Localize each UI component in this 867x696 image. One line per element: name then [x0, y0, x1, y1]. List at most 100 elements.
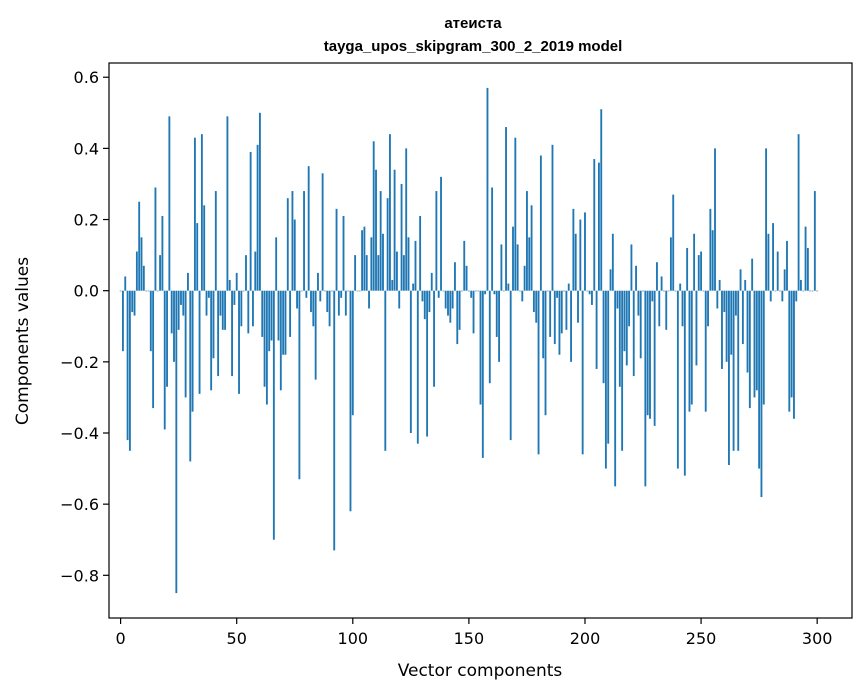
bar: [512, 226, 514, 291]
bar: [741, 290, 744, 345]
bar: [356, 290, 359, 292]
bar: [672, 194, 675, 291]
bar: [767, 233, 770, 291]
bar: [324, 290, 326, 292]
bar: [732, 290, 735, 451]
x-tick-label: 200: [570, 629, 601, 648]
bar: [725, 290, 728, 362]
bar: [245, 255, 247, 291]
bar: [300, 290, 303, 292]
bar: [567, 283, 570, 291]
bar: [781, 290, 784, 302]
bar: [714, 148, 716, 291]
bar: [226, 116, 229, 291]
bar: [393, 169, 396, 291]
bar: [398, 290, 401, 309]
bar: [665, 290, 668, 330]
bar: [491, 187, 494, 291]
bar: [737, 290, 740, 451]
bar: [679, 283, 682, 291]
bar: [793, 290, 795, 419]
bar: [495, 290, 498, 337]
bar: [581, 290, 584, 455]
bar: [152, 290, 155, 409]
bar: [335, 208, 338, 291]
chart-subtitle: tayga_upos_skipgram_300_2_2019 model: [324, 38, 623, 55]
bar: [419, 215, 422, 291]
bar: [256, 144, 259, 291]
bar: [609, 269, 612, 291]
bar: [730, 290, 733, 355]
bar: [451, 290, 454, 309]
bar: [198, 290, 201, 394]
bar: [456, 290, 459, 345]
bar: [744, 280, 747, 291]
y-tick-label: −0.4: [60, 424, 99, 443]
bar: [739, 269, 742, 291]
bar: [649, 290, 651, 419]
bar: [597, 162, 600, 291]
bar-series: [119, 87, 819, 594]
bar: [604, 290, 607, 469]
bar: [630, 244, 633, 291]
bar: [395, 251, 398, 291]
bar: [521, 290, 524, 302]
bar: [577, 290, 579, 323]
bar: [809, 290, 812, 292]
bar: [693, 233, 696, 291]
bar: [602, 290, 605, 384]
bar: [421, 290, 424, 302]
bar: [289, 290, 292, 337]
bar: [683, 290, 686, 476]
y-tick-label: −0.2: [60, 353, 99, 372]
bar: [653, 290, 656, 426]
bar: [270, 290, 273, 341]
bar: [440, 176, 442, 291]
bar: [470, 290, 473, 298]
bar: [298, 290, 301, 480]
bar: [333, 290, 336, 551]
bar: [783, 269, 786, 291]
bar: [542, 290, 545, 359]
bar: [484, 290, 487, 295]
y-tick-label: −0.8: [60, 566, 99, 585]
bar: [709, 208, 712, 291]
bar: [586, 290, 589, 292]
bar: [163, 290, 166, 430]
bar: [286, 198, 289, 291]
bar: [628, 290, 631, 327]
bar: [128, 290, 131, 451]
bar: [330, 290, 333, 292]
bar: [651, 290, 654, 302]
bar: [405, 148, 408, 291]
bar: [537, 290, 540, 455]
bar: [205, 290, 208, 316]
bar: [505, 127, 507, 291]
bar: [676, 290, 679, 469]
bar: [686, 248, 689, 291]
bar: [135, 251, 138, 291]
bar: [175, 290, 178, 594]
bar: [591, 290, 593, 305]
bar: [667, 290, 670, 292]
bar: [391, 280, 394, 291]
bar: [632, 290, 635, 377]
bar: [560, 290, 563, 334]
bar: [242, 290, 245, 292]
bar: [532, 290, 535, 313]
bar: [690, 290, 693, 405]
bar: [493, 290, 496, 295]
bar: [711, 230, 714, 291]
bar: [249, 151, 252, 291]
bar: [354, 255, 357, 291]
bar: [159, 255, 162, 291]
bar: [498, 290, 501, 362]
bar: [252, 290, 254, 327]
bar: [305, 290, 308, 298]
bar: [340, 290, 343, 298]
bar: [184, 290, 187, 398]
bar: [416, 290, 419, 444]
bar: [804, 226, 807, 291]
bar: [173, 290, 175, 362]
bar: [479, 290, 482, 405]
